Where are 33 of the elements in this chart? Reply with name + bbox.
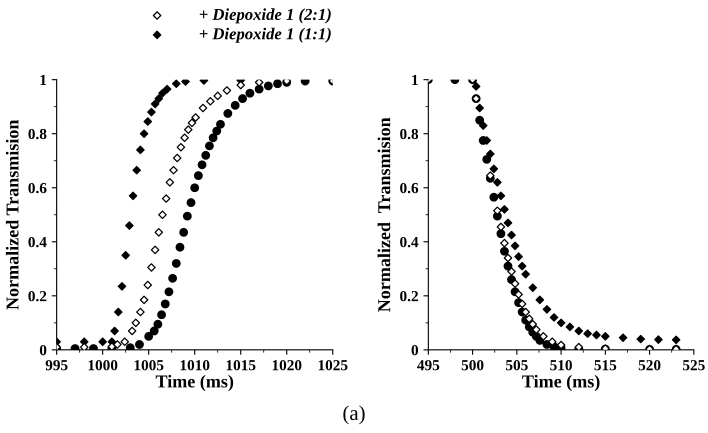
x-axis-title: Time (ms): [156, 374, 234, 392]
y-tick-label: 0.4: [400, 236, 418, 248]
x-tick-label: 1005: [134, 360, 164, 370]
y-axis-title: Normalized Transmision: [6, 120, 19, 310]
x-tick-label: 500: [462, 360, 484, 370]
y-tick-label: 0.6: [400, 182, 418, 194]
legend-label: + Diepoxide 1 (1:1): [200, 28, 331, 43]
x-tick-label: 1010: [180, 360, 210, 370]
x-tick-label: 1015: [226, 360, 256, 370]
x-tick-label: 510: [550, 360, 572, 370]
x-tick-label: 525: [682, 360, 705, 370]
x-tick-label: 520: [638, 360, 660, 370]
text: (a): [343, 405, 365, 424]
x-tick-label: 995: [46, 360, 68, 370]
y-tick-label: 1: [412, 74, 418, 85]
y-tick-label: 1: [40, 74, 46, 85]
x-tick-label: 1025: [318, 360, 348, 370]
y-tick-label: 0.2: [28, 290, 46, 302]
y-tick-label: 0.8: [28, 128, 46, 140]
legend-label: + Diepoxide 1 (2:1): [200, 8, 331, 24]
y-tick-label: 0.6: [28, 182, 46, 194]
y-tick-label: 0: [40, 345, 46, 356]
x-tick-label: 515: [594, 360, 616, 370]
x-axis-title: Time (ms): [522, 374, 600, 392]
y-tick-label: 0.2: [400, 290, 418, 302]
x-tick-label: 1000: [88, 360, 118, 370]
y-tick-label: 0.8: [400, 128, 418, 140]
x-tick-label: 505: [506, 360, 528, 370]
x-tick-label: 495: [417, 360, 440, 370]
y-tick-label: 0.4: [28, 236, 47, 248]
y-tick-label: 0: [412, 345, 418, 356]
y-axis-title: Normalized Transmision: [378, 118, 390, 312]
x-tick-label: 1020: [272, 360, 302, 370]
